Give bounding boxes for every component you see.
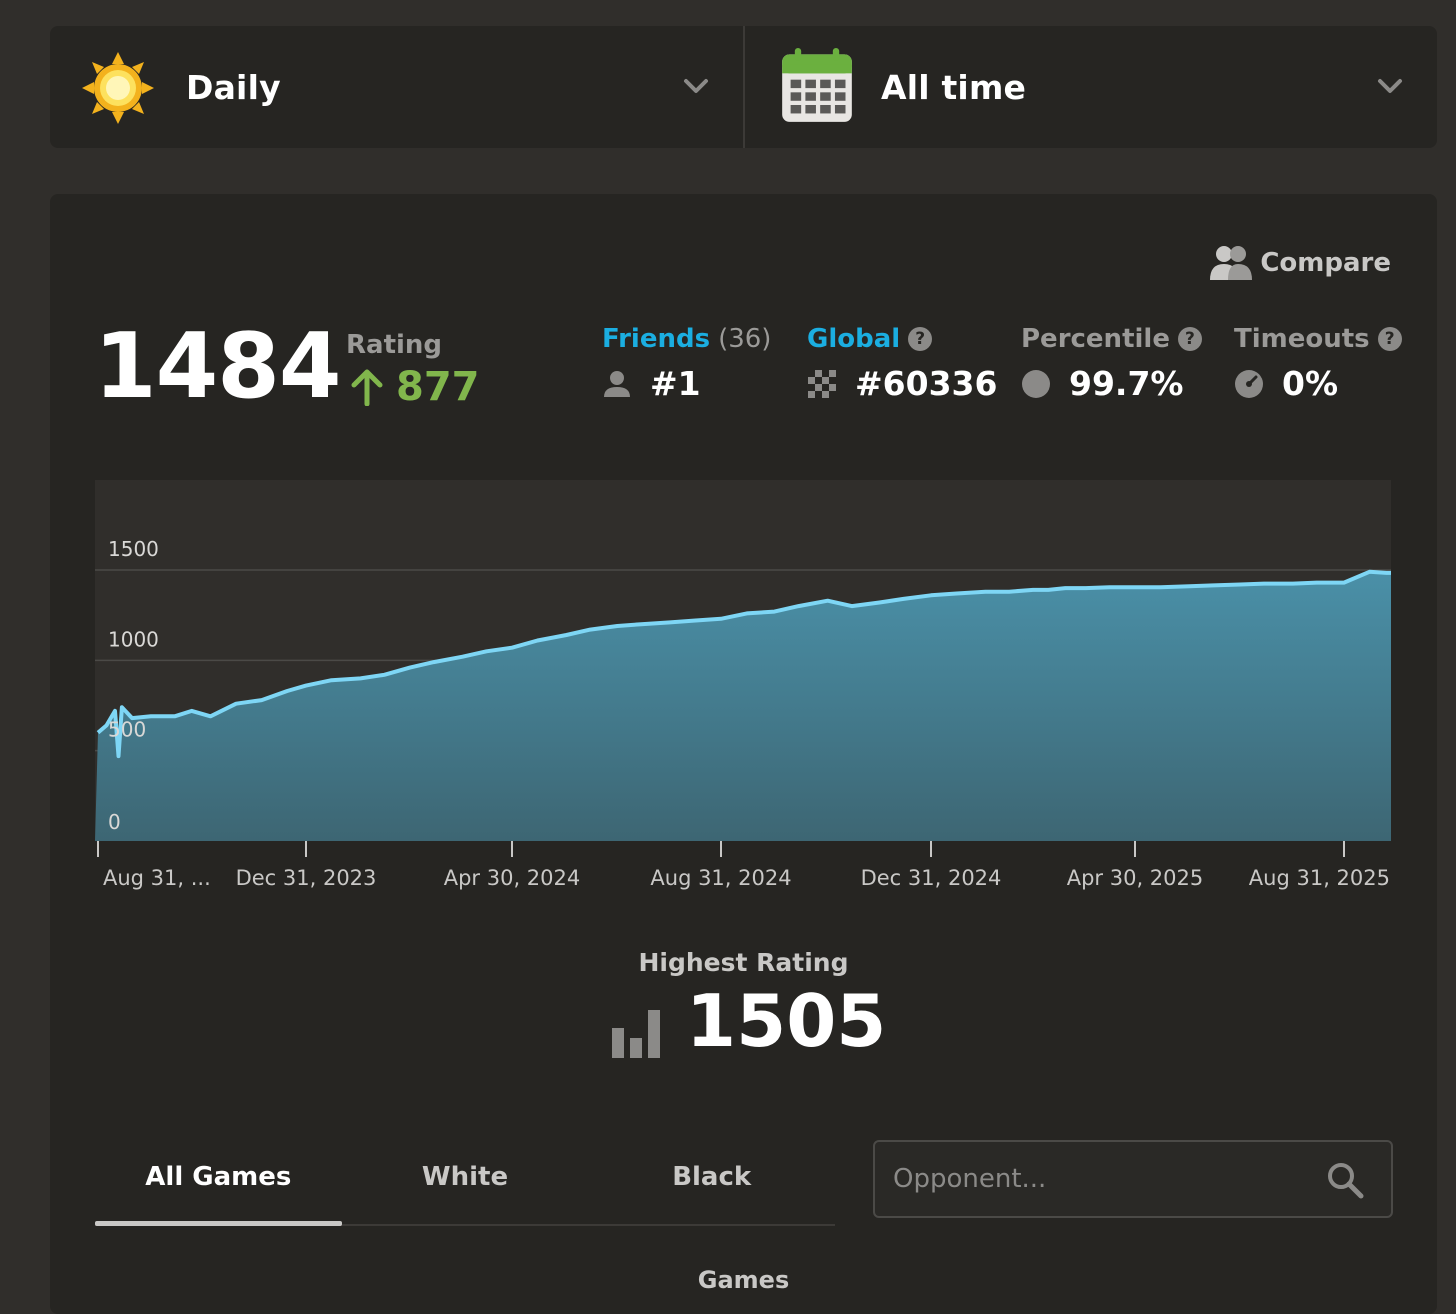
compare-button[interactable]: Compare bbox=[1210, 244, 1391, 282]
x-tick-label: Aug 31, ... bbox=[103, 866, 211, 890]
users-icon bbox=[1210, 246, 1253, 280]
percentile-value: 99.7% bbox=[1069, 364, 1184, 403]
x-tick-label: Aug 31, 2024 bbox=[650, 866, 791, 890]
time-range-label: All time bbox=[881, 67, 1027, 107]
tab-white[interactable]: White bbox=[421, 1162, 509, 1192]
help-icon[interactable]: ? bbox=[1177, 327, 1202, 351]
global-link[interactable]: Global bbox=[807, 324, 901, 354]
friends-stat: Friends (36) #1 bbox=[602, 324, 771, 403]
highest-rating-value: 1505 bbox=[686, 979, 887, 1063]
global-rank: #60336 bbox=[855, 364, 998, 403]
friends-link[interactable]: Friends bbox=[602, 324, 711, 354]
stats-panel: Compare 1484 Rating 877 Friends (36) #1 G… bbox=[50, 194, 1437, 1314]
game-type-selector[interactable]: Daily bbox=[50, 26, 745, 148]
timeouts-stat: Timeouts? 0% bbox=[1234, 324, 1402, 403]
friends-count: (36) bbox=[718, 324, 772, 354]
y-tick-label: 1500 bbox=[108, 537, 159, 561]
rating-delta: 877 bbox=[348, 364, 480, 410]
highest-rating: 1505 bbox=[610, 984, 886, 1058]
global-stat: Global? #60336 bbox=[807, 324, 997, 403]
chessboard-icon bbox=[808, 369, 836, 398]
rating-delta-value: 877 bbox=[396, 364, 480, 410]
gauge-icon bbox=[1235, 369, 1263, 398]
current-rating: 1484 bbox=[94, 314, 341, 419]
help-icon[interactable]: ? bbox=[908, 327, 933, 351]
time-range-selector[interactable]: All time bbox=[745, 26, 1437, 148]
rating-chart-svg: 0 500 1000 1500 bbox=[95, 537, 1391, 841]
y-tick-label: 500 bbox=[108, 718, 146, 742]
x-tick-label: Apr 30, 2025 bbox=[1067, 866, 1204, 890]
opponent-search bbox=[873, 1140, 1393, 1218]
friends-rank: #1 bbox=[650, 364, 701, 403]
timeouts-label: Timeouts bbox=[1234, 324, 1370, 354]
rating-chart: 0 500 1000 1500 bbox=[95, 480, 1391, 841]
chart-x-axis: Aug 31, ... Dec 31, 2023 Apr 30, 2024 Aug 3… bbox=[95, 841, 1391, 901]
y-tick-label: 1000 bbox=[108, 627, 159, 651]
help-icon[interactable]: ? bbox=[1377, 327, 1402, 351]
game-filter-tabs: All Games White Black bbox=[95, 1140, 835, 1226]
game-type-label: Daily bbox=[186, 67, 281, 107]
arrow-up-icon bbox=[351, 369, 383, 406]
pie-icon bbox=[1022, 369, 1050, 398]
x-tick-label: Aug 31, 2025 bbox=[1249, 866, 1390, 890]
tab-black[interactable]: Black bbox=[672, 1162, 752, 1192]
rating-area bbox=[95, 571, 1391, 841]
tab-all-games[interactable]: All Games bbox=[95, 1140, 342, 1226]
percentile-label: Percentile bbox=[1021, 324, 1170, 354]
percentile-stat: Percentile? 99.7% bbox=[1021, 324, 1202, 403]
games-heading: Games bbox=[697, 1266, 790, 1294]
sun-icon bbox=[82, 52, 154, 124]
opponent-search-input[interactable] bbox=[891, 1160, 1315, 1198]
chevron-down-icon bbox=[1378, 79, 1402, 93]
rating-label: Rating bbox=[346, 330, 443, 360]
search-icon[interactable] bbox=[1325, 1160, 1365, 1200]
bar-chart-icon bbox=[612, 1010, 660, 1058]
compare-label: Compare bbox=[1260, 248, 1391, 278]
highest-rating-label: Highest Rating bbox=[638, 948, 849, 977]
chevron-down-icon bbox=[684, 79, 708, 93]
rating-line bbox=[96, 569, 1391, 759]
calendar-icon bbox=[782, 48, 852, 122]
timeouts-value: 0% bbox=[1282, 364, 1339, 403]
person-icon bbox=[604, 370, 630, 397]
x-tick-label: Apr 30, 2024 bbox=[444, 866, 581, 890]
x-tick-label: Dec 31, 2023 bbox=[236, 866, 377, 890]
filter-bar: Daily All time bbox=[50, 26, 1437, 148]
x-tick-label: Dec 31, 2024 bbox=[861, 866, 1002, 890]
y-tick-label: 0 bbox=[108, 810, 121, 834]
